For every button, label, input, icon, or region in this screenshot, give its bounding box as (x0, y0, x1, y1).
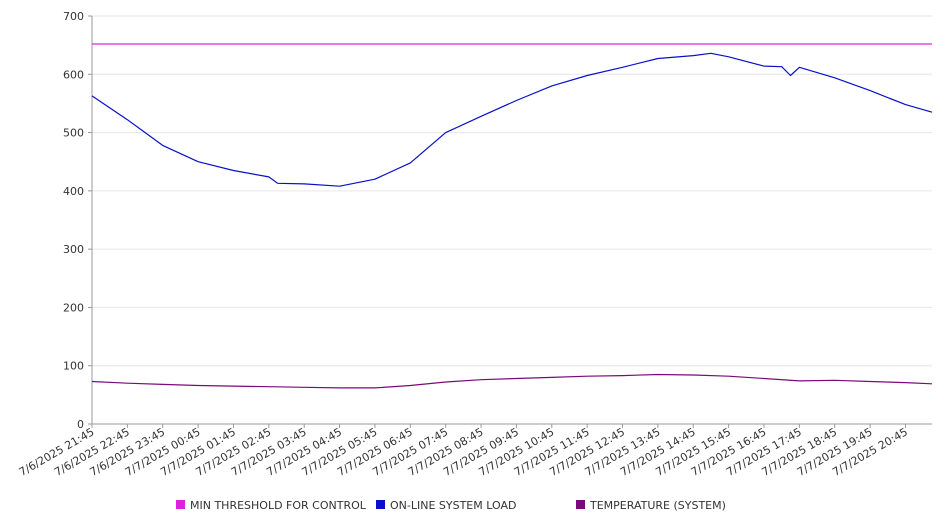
y-tick-label: 600 (63, 68, 84, 81)
legend-label: MIN THRESHOLD FOR CONTROL (190, 499, 367, 512)
x-axis-ticks: 7/6/2025 21:457/6/2025 22:457/6/2025 23:… (17, 424, 910, 479)
y-tick-label: 300 (63, 243, 84, 256)
legend: MIN THRESHOLD FOR CONTROL ON-LINE SYSTEM … (176, 499, 726, 512)
legend-label: ON-LINE SYSTEM LOAD (390, 499, 516, 512)
legend-item: ON-LINE SYSTEM LOAD (376, 499, 516, 512)
y-tick-label: 700 (63, 10, 84, 23)
y-tick-label: 400 (63, 185, 84, 198)
legend-swatch (176, 500, 185, 509)
series-lines (91, 43, 933, 389)
y-tick-label: 200 (63, 301, 84, 314)
y-tick-label: 100 (63, 360, 84, 373)
y-tick-label: 0 (77, 418, 84, 431)
legend-label: TEMPERATURE (SYSTEM) (589, 499, 726, 512)
legend-swatch (576, 500, 585, 509)
grid (92, 15, 932, 425)
series-line-1 (91, 52, 933, 187)
y-axis-ticks: 0 100 200 300 400 500 600 700 (63, 10, 92, 431)
y-tick-label: 500 (63, 127, 84, 140)
legend-swatch (376, 500, 385, 509)
legend-item: MIN THRESHOLD FOR CONTROL (176, 499, 367, 512)
legend-item: TEMPERATURE (SYSTEM) (576, 499, 726, 512)
axes (91, 16, 932, 425)
series-line-2 (91, 373, 933, 389)
